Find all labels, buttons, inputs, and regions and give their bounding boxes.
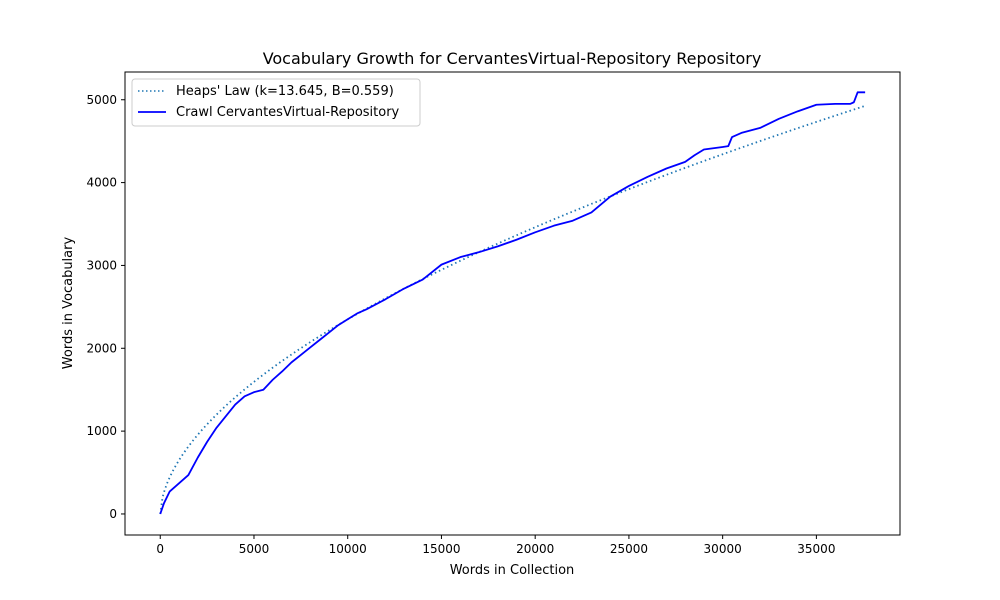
plot-frame	[124, 71, 901, 536]
legend-label-crawl: Crawl CervantesVirtual-Repository	[176, 105, 400, 120]
legend-label-heaps: Heaps' Law (k=13.645, B=0.559)	[176, 84, 394, 99]
x-axis-label: Words in Collection	[450, 563, 575, 578]
x-axis: 0 5000 10000 15000 20000 25000 30000 35000	[156, 535, 835, 556]
x-tick-label: 5000	[239, 542, 270, 556]
y-tick-label: 1000	[86, 424, 117, 438]
x-tick-label: 25000	[610, 542, 648, 556]
y-tick-label: 3000	[86, 258, 117, 272]
x-tick-label: 0	[156, 542, 164, 556]
y-tick-label: 2000	[86, 341, 117, 355]
x-tick-label: 10000	[329, 542, 367, 556]
y-axis-label: Words in Vocabulary	[61, 237, 76, 370]
x-tick-label: 20000	[516, 542, 554, 556]
x-tick-label: 35000	[797, 542, 835, 556]
plot-area	[159, 91, 866, 515]
chart-title: Vocabulary Growth for CervantesVirtual-R…	[263, 49, 762, 68]
x-tick-label: 30000	[704, 542, 742, 556]
legend: Heaps' Law (k=13.645, B=0.559) Crawl Cer…	[131, 78, 421, 127]
y-axis: 0 1000 2000 3000 4000 5000	[86, 93, 125, 521]
series-line-crawl	[159, 91, 866, 515]
y-tick-label: 0	[109, 507, 117, 521]
series-line-heaps-law	[159, 105, 866, 515]
legend-box	[131, 78, 421, 127]
y-tick-label: 5000	[86, 93, 117, 107]
y-tick-label: 4000	[86, 176, 117, 190]
x-tick-label: 15000	[422, 542, 460, 556]
